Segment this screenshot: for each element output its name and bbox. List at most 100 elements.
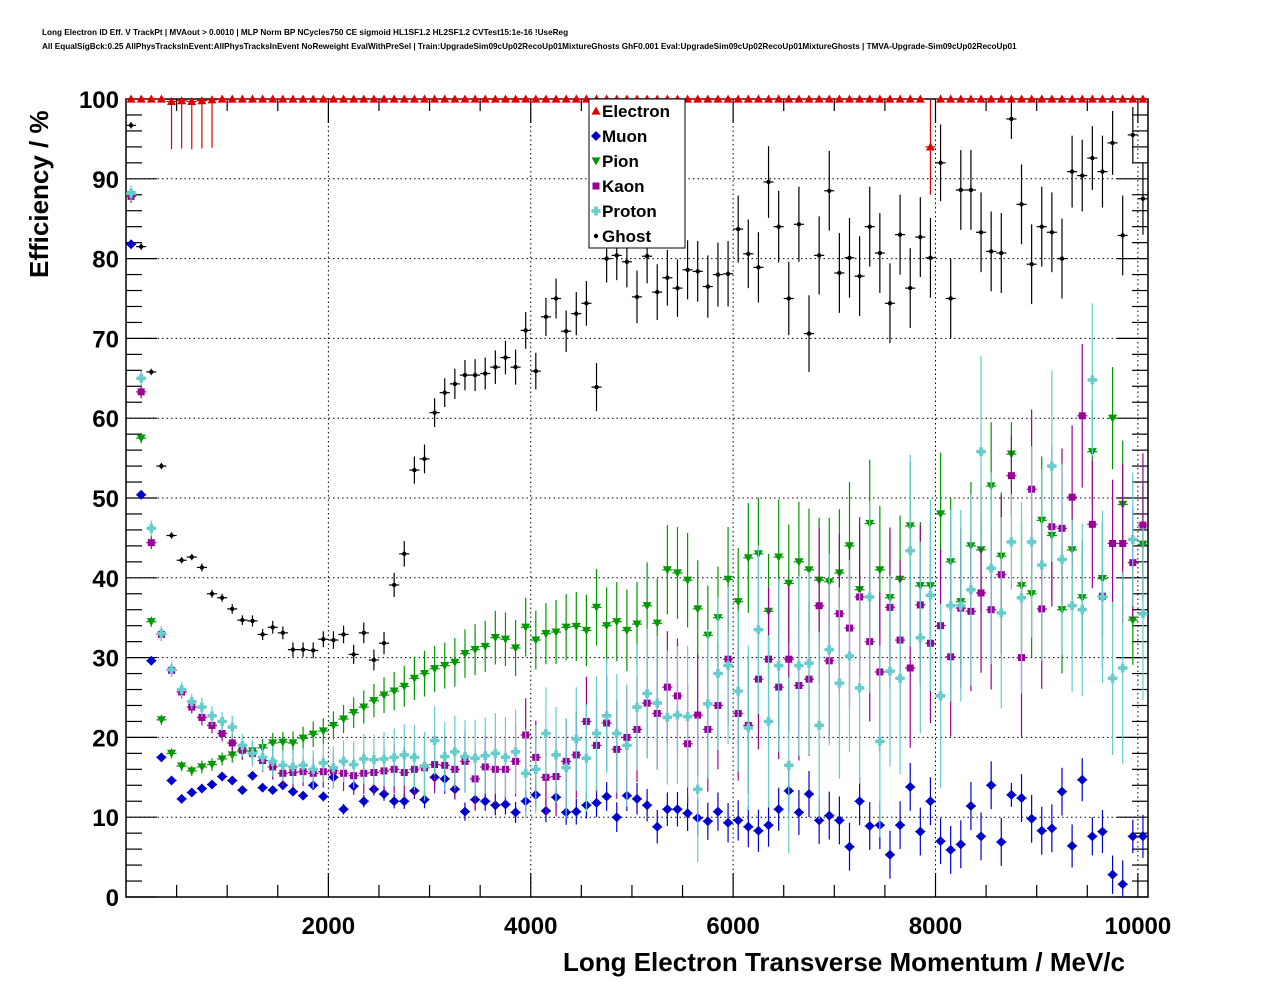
legend-label: Electron bbox=[602, 102, 670, 121]
data-point bbox=[146, 94, 156, 103]
data-point bbox=[915, 826, 926, 837]
data-point bbox=[824, 94, 834, 103]
data-point bbox=[814, 815, 825, 826]
data-point bbox=[207, 711, 217, 721]
data-point bbox=[541, 728, 551, 738]
data-point bbox=[672, 569, 682, 578]
data-point bbox=[359, 754, 369, 764]
data-point bbox=[186, 787, 197, 798]
data-point bbox=[774, 553, 784, 562]
data-point bbox=[1090, 155, 1095, 161]
data-point bbox=[766, 179, 771, 185]
data-point bbox=[965, 801, 976, 812]
data-point bbox=[844, 542, 854, 551]
data-point bbox=[622, 740, 632, 750]
data-point bbox=[219, 595, 225, 600]
data-point bbox=[470, 646, 480, 655]
data-point bbox=[521, 94, 531, 103]
x-tick-label: 6000 bbox=[706, 913, 759, 940]
data-point bbox=[1138, 94, 1148, 103]
data-point bbox=[784, 94, 794, 103]
data-point bbox=[318, 758, 328, 768]
data-point bbox=[1037, 94, 1047, 103]
data-point bbox=[581, 626, 591, 635]
data-point bbox=[875, 566, 885, 575]
data-point bbox=[1119, 539, 1127, 547]
data-point bbox=[561, 763, 571, 773]
data-point bbox=[146, 655, 157, 666]
data-point bbox=[814, 720, 824, 730]
data-point bbox=[837, 270, 842, 276]
data-point bbox=[753, 625, 763, 635]
data-point bbox=[865, 592, 875, 602]
data-point bbox=[854, 796, 865, 807]
data-point bbox=[804, 789, 815, 800]
data-point bbox=[1059, 256, 1065, 261]
data-point bbox=[177, 685, 187, 695]
data-point bbox=[460, 650, 470, 659]
legend-label: Kaon bbox=[602, 177, 645, 196]
data-point bbox=[958, 187, 964, 193]
data-point bbox=[217, 94, 227, 103]
data-point bbox=[784, 760, 794, 770]
data-points bbox=[126, 94, 1148, 897]
data-point bbox=[561, 623, 571, 632]
data-point bbox=[662, 566, 672, 575]
data-point bbox=[460, 94, 470, 103]
data-point bbox=[503, 355, 508, 360]
data-point bbox=[563, 329, 569, 334]
data-point bbox=[412, 467, 417, 473]
axes: 0 10 20 30 40 50 60 70 80 90 100 2000 4000 6000 8000 10… bbox=[79, 87, 1171, 940]
data-point bbox=[523, 328, 528, 333]
data-point bbox=[743, 554, 753, 563]
data-point bbox=[581, 753, 591, 763]
series-ghost bbox=[126, 99, 1148, 671]
data-point bbox=[1067, 94, 1077, 103]
data-point bbox=[966, 585, 976, 595]
data-point bbox=[938, 160, 943, 166]
data-point bbox=[167, 749, 177, 758]
data-point bbox=[834, 94, 844, 103]
data-point bbox=[905, 94, 915, 103]
data-point bbox=[746, 251, 751, 257]
data-point bbox=[877, 250, 883, 256]
data-point bbox=[895, 673, 905, 683]
data-point bbox=[452, 381, 458, 387]
x-axis-title: Long Electron Transverse Momentum / MeV/… bbox=[563, 947, 1125, 977]
data-point bbox=[328, 94, 338, 103]
data-point bbox=[187, 696, 197, 706]
data-point bbox=[976, 831, 987, 842]
data-point bbox=[1047, 94, 1057, 103]
data-point bbox=[146, 618, 156, 627]
y-tick-label: 90 bbox=[92, 167, 119, 194]
data-point bbox=[258, 752, 268, 762]
data-point bbox=[250, 618, 255, 624]
y-tick-label: 50 bbox=[92, 486, 119, 513]
data-point bbox=[218, 729, 226, 737]
data-point bbox=[278, 760, 288, 770]
data-point bbox=[369, 755, 379, 765]
data-point bbox=[207, 760, 217, 770]
y-tick-label: 20 bbox=[92, 725, 119, 752]
data-point bbox=[500, 799, 511, 810]
data-point bbox=[1097, 94, 1107, 103]
data-point bbox=[399, 750, 409, 760]
data-point bbox=[298, 94, 308, 103]
data-point bbox=[389, 94, 399, 103]
data-point bbox=[814, 94, 824, 103]
data-point bbox=[1118, 94, 1128, 103]
data-point bbox=[543, 314, 549, 320]
legend-marker-electron bbox=[591, 106, 601, 115]
data-point bbox=[652, 698, 662, 708]
data-point bbox=[884, 849, 895, 860]
data-point bbox=[510, 807, 521, 818]
y-axis-title: Efficiency / % bbox=[24, 110, 54, 278]
data-point bbox=[977, 589, 985, 597]
data-point bbox=[389, 687, 399, 696]
legend-marker-kaon bbox=[592, 182, 600, 190]
y-tick-label: 0 bbox=[106, 885, 119, 912]
data-point bbox=[1069, 169, 1075, 174]
data-point bbox=[915, 633, 925, 643]
data-point bbox=[733, 815, 744, 826]
data-point bbox=[369, 697, 379, 706]
